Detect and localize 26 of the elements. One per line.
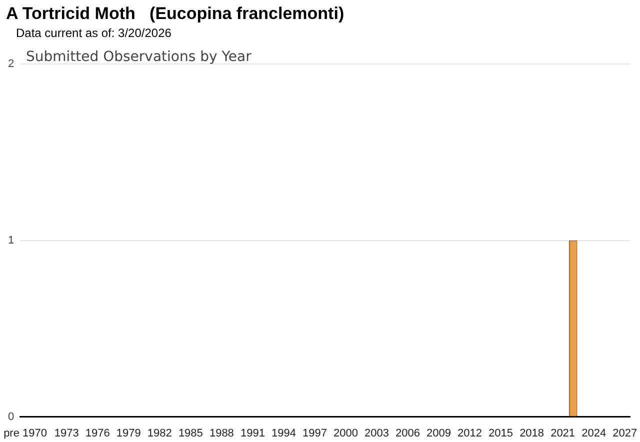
chart-title: A Tortricid Moth (Eucopina franclemonti) (6, 4, 344, 24)
x-tick-label: 1982 (147, 427, 172, 440)
annotation: Submitted Observations by Year (26, 49, 252, 65)
x-tick-label: 1985 (178, 427, 203, 440)
x-tick-label: pre 1970 (4, 427, 48, 440)
y-tick-label: 2 (8, 58, 14, 70)
x-tick-label: 2009 (426, 427, 452, 440)
x-tick-label: 2015 (488, 427, 514, 440)
x-tick-label: 2027 (612, 427, 638, 440)
x-tick-label: 1988 (209, 427, 234, 440)
x-tick-label: 1994 (271, 427, 296, 440)
y-tick-label: 1 (8, 234, 14, 246)
x-tick-label: 1973 (54, 427, 79, 440)
x-tick-label: 2003 (364, 427, 389, 440)
x-tick-label: 2000 (333, 427, 358, 440)
x-tick-label: 1991 (240, 427, 265, 440)
x-tick-label: 2006 (396, 427, 420, 440)
x-tick-label: 1997 (302, 427, 327, 440)
x-tick-label: 1979 (116, 427, 141, 440)
x-tick-label: 2021 (550, 427, 576, 440)
chart-subtitle: Data current as of: 3/20/2026 (16, 26, 172, 40)
y-tick-label: 0 (8, 410, 14, 423)
x-tick-label: 2012 (458, 427, 482, 440)
x-tick-label: 1976 (85, 427, 110, 440)
x-tick-label: 2018 (520, 427, 544, 440)
x-tick-label: 2024 (582, 427, 606, 440)
